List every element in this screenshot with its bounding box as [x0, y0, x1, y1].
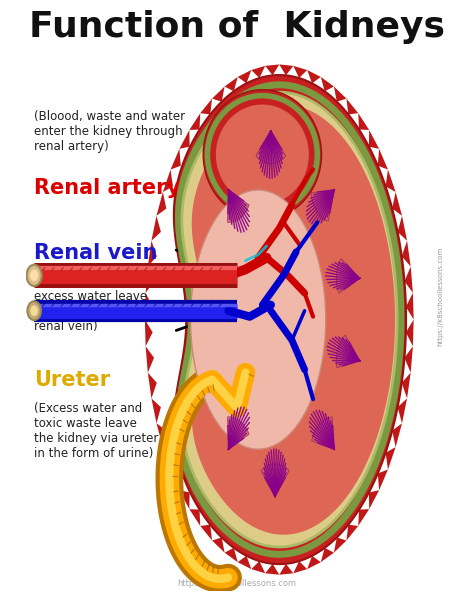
Wedge shape	[228, 190, 249, 223]
Polygon shape	[385, 447, 396, 469]
Polygon shape	[171, 149, 181, 169]
Polygon shape	[404, 346, 413, 372]
Polygon shape	[163, 447, 173, 469]
Text: Renal vein: Renal vein	[34, 243, 157, 263]
Polygon shape	[179, 130, 190, 149]
Polygon shape	[321, 548, 334, 562]
Text: Renal artery: Renal artery	[34, 178, 180, 198]
Polygon shape	[392, 192, 402, 216]
Polygon shape	[334, 86, 346, 102]
Polygon shape	[369, 490, 379, 509]
Wedge shape	[261, 464, 289, 496]
Text: (Bloood, waste and water
enter the kidney through
renal artery): (Bloood, waste and water enter the kidne…	[34, 110, 185, 153]
Polygon shape	[174, 75, 406, 564]
Polygon shape	[251, 561, 265, 573]
Circle shape	[27, 301, 41, 320]
Circle shape	[30, 269, 38, 281]
Polygon shape	[406, 293, 414, 320]
Polygon shape	[406, 320, 414, 346]
Polygon shape	[192, 104, 395, 535]
Polygon shape	[179, 490, 190, 509]
Text: Function of  Kidneys: Function of Kidneys	[29, 10, 445, 44]
Polygon shape	[279, 564, 293, 575]
Polygon shape	[321, 77, 334, 91]
Polygon shape	[378, 149, 388, 169]
Polygon shape	[238, 70, 251, 83]
Polygon shape	[404, 266, 413, 293]
Polygon shape	[307, 556, 321, 569]
Polygon shape	[251, 66, 265, 78]
Ellipse shape	[203, 90, 321, 220]
Polygon shape	[146, 266, 154, 293]
Wedge shape	[311, 190, 334, 221]
Text: (Filtered blood or
excess water leave
the kidney through
renal vein): (Filtered blood or excess water leave th…	[34, 275, 147, 333]
Wedge shape	[312, 417, 334, 449]
Polygon shape	[358, 509, 369, 526]
Polygon shape	[401, 241, 410, 266]
Polygon shape	[385, 169, 396, 192]
Circle shape	[27, 265, 42, 286]
Polygon shape	[346, 525, 358, 540]
Text: (Excess water and
toxic waste leave
the kidney via ureter
in the form of urine): (Excess water and toxic waste leave the …	[34, 402, 158, 460]
Polygon shape	[156, 423, 166, 447]
Wedge shape	[337, 259, 360, 293]
Polygon shape	[392, 423, 402, 447]
Polygon shape	[189, 113, 201, 130]
Ellipse shape	[216, 105, 309, 205]
Polygon shape	[358, 113, 369, 130]
Wedge shape	[256, 131, 286, 163]
Polygon shape	[171, 469, 181, 490]
Circle shape	[30, 305, 38, 316]
Polygon shape	[156, 192, 166, 216]
Polygon shape	[148, 241, 157, 266]
Polygon shape	[152, 398, 161, 423]
Polygon shape	[265, 564, 279, 575]
Polygon shape	[225, 548, 238, 562]
Polygon shape	[238, 556, 251, 569]
Polygon shape	[293, 66, 307, 78]
Polygon shape	[212, 86, 225, 102]
Polygon shape	[212, 538, 225, 553]
Polygon shape	[398, 216, 407, 241]
Polygon shape	[182, 92, 397, 547]
Polygon shape	[378, 469, 388, 490]
Polygon shape	[152, 216, 161, 241]
Polygon shape	[334, 538, 346, 553]
Polygon shape	[189, 509, 201, 526]
Polygon shape	[146, 346, 154, 372]
Polygon shape	[145, 320, 153, 346]
Polygon shape	[265, 65, 279, 75]
Polygon shape	[279, 65, 293, 75]
Polygon shape	[225, 77, 238, 91]
Polygon shape	[346, 99, 358, 114]
Wedge shape	[337, 335, 360, 368]
Polygon shape	[293, 561, 307, 573]
Text: https://k8schoollessons.com: https://k8schoollessons.com	[437, 246, 443, 346]
Polygon shape	[401, 372, 410, 398]
Polygon shape	[398, 398, 407, 423]
Polygon shape	[148, 372, 157, 398]
Text: Ureter: Ureter	[34, 369, 110, 390]
Polygon shape	[163, 169, 173, 192]
Polygon shape	[369, 130, 379, 149]
Polygon shape	[201, 99, 212, 114]
Text: https://k8schoollessons.com: https://k8schoollessons.com	[177, 578, 297, 588]
Polygon shape	[307, 70, 321, 83]
Polygon shape	[201, 525, 212, 540]
Polygon shape	[145, 293, 153, 320]
Wedge shape	[228, 417, 249, 449]
Polygon shape	[191, 190, 326, 449]
